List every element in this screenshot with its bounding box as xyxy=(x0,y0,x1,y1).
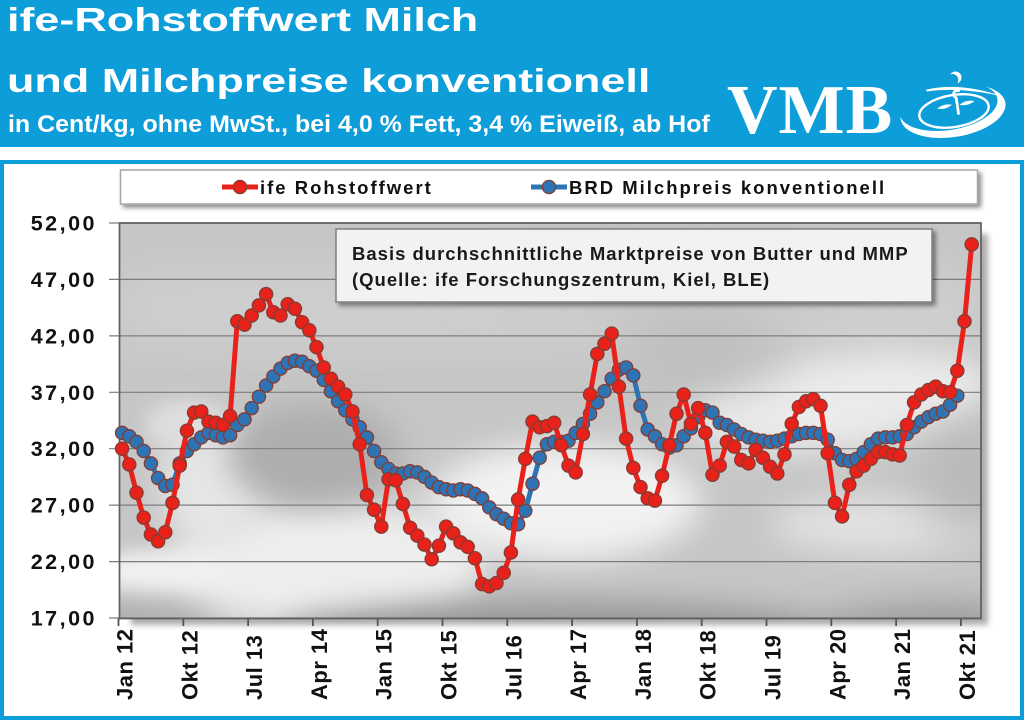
svg-text:Okt 15: Okt 15 xyxy=(437,630,462,700)
svg-text:Jul 19: Jul 19 xyxy=(761,635,786,700)
svg-text:Okt 18: Okt 18 xyxy=(696,630,721,700)
svg-text:Jan 12: Jan 12 xyxy=(113,629,138,701)
svg-text:Apr 17: Apr 17 xyxy=(566,629,591,700)
svg-text:52,00: 52,00 xyxy=(31,212,97,236)
svg-text:Apr 14: Apr 14 xyxy=(307,628,332,700)
svg-text:Okt 12: Okt 12 xyxy=(177,630,202,700)
svg-text:ife Rohstoffwert: ife Rohstoffwert xyxy=(260,177,433,198)
svg-text:(Quelle: ife Forschungszentrum: (Quelle: ife Forschungszentrum, Kiel, BL… xyxy=(352,269,770,290)
svg-text:42,00: 42,00 xyxy=(31,324,97,348)
svg-text:37,00: 37,00 xyxy=(31,381,97,405)
svg-text:47,00: 47,00 xyxy=(31,268,97,292)
svg-text:17,00: 17,00 xyxy=(31,607,97,631)
svg-text:Apr 20: Apr 20 xyxy=(825,629,850,700)
svg-text:Jan 21: Jan 21 xyxy=(890,629,915,701)
svg-text:Okt 21: Okt 21 xyxy=(955,630,980,700)
svg-text:BRD Milchpreis konventionell: BRD Milchpreis konventionell xyxy=(569,177,886,198)
svg-text:Jan 18: Jan 18 xyxy=(631,629,656,701)
svg-text:32,00: 32,00 xyxy=(31,437,97,461)
svg-text:Jul 16: Jul 16 xyxy=(501,635,526,700)
svg-text:22,00: 22,00 xyxy=(31,550,97,574)
svg-text:Jul 13: Jul 13 xyxy=(242,635,267,700)
svg-text:Jan 15: Jan 15 xyxy=(372,629,397,701)
svg-text:Basis durchschnittliche Marktp: Basis durchschnittliche Marktpreise von … xyxy=(352,243,909,264)
svg-text:27,00: 27,00 xyxy=(31,494,97,518)
